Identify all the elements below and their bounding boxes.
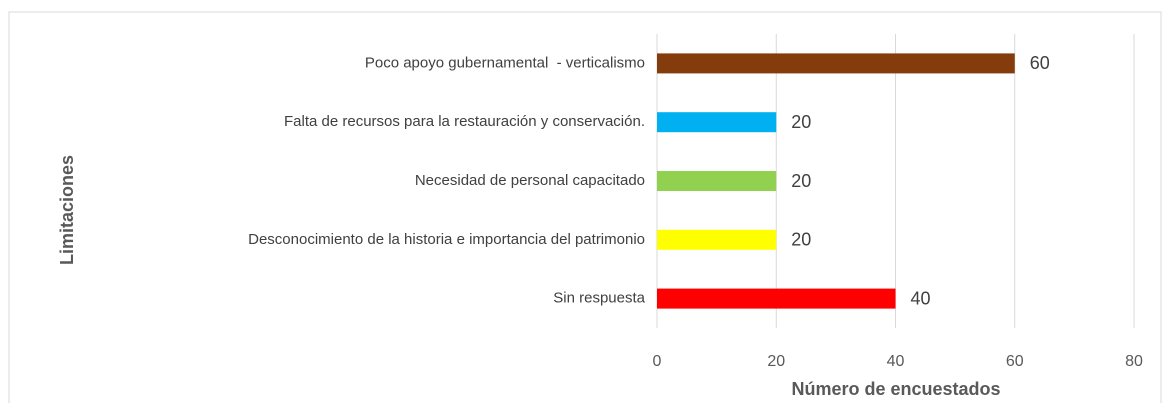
bar <box>657 171 777 191</box>
value-label: 20 <box>791 112 811 132</box>
x-tick-label: 80 <box>1125 353 1143 370</box>
value-label: 20 <box>791 230 811 250</box>
y-axis-label: Limitaciones <box>57 155 77 265</box>
value-label: 60 <box>1030 53 1050 73</box>
x-tick-label: 20 <box>767 353 785 370</box>
x-tick-label: 60 <box>1006 353 1024 370</box>
category-label: Falta de recursos para la restauración y… <box>284 113 645 130</box>
bar <box>657 229 777 250</box>
category-label: Poco apoyo gubernamental - verticalismo <box>365 54 645 71</box>
category-label: Desconocimiento de la historia e importa… <box>248 231 645 248</box>
category-label: Sin respuesta <box>553 290 645 307</box>
bar <box>657 112 777 133</box>
bar <box>657 288 896 309</box>
x-tick-label: 40 <box>887 353 905 370</box>
category-label: Necesidad de personal capacitado <box>415 172 645 189</box>
x-axis-label: Número de encuestados <box>791 379 1000 399</box>
value-label: 40 <box>911 288 931 308</box>
value-label: 20 <box>791 171 811 191</box>
bar <box>657 53 1015 74</box>
x-tick-label: 0 <box>653 353 662 370</box>
chart-border <box>8 11 1162 403</box>
